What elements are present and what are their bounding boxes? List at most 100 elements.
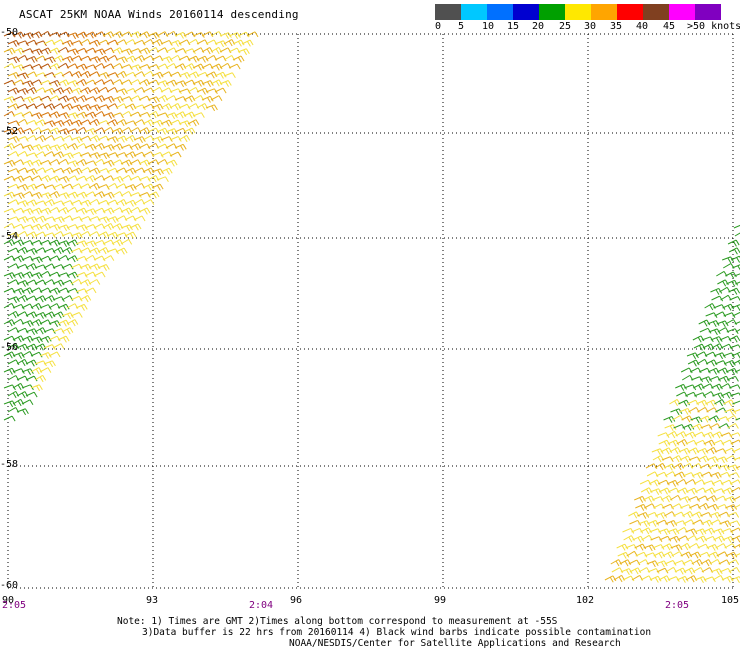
note-line-3: NOAA/NESDIS/Center for Satellite Applica… [289,638,621,649]
wind-barb [84,79,97,86]
wind-barb [673,511,685,518]
wind-barb [160,151,173,158]
wind-barb [106,231,119,239]
wind-barb [106,199,119,206]
wind-barb [12,79,25,86]
wind-barb [3,335,16,342]
wind-barb [66,143,79,151]
legend-label-15: 15 [507,21,520,32]
wind-barb [723,399,735,407]
wind-barb [102,79,115,85]
wind-barb [48,127,61,135]
wind-barb [133,151,146,158]
legend-swatch [461,4,487,20]
wind-barb [66,287,79,294]
wind-barb [39,95,52,102]
wind-barb [25,39,38,46]
wind-barb [732,264,740,271]
wind-barb [728,247,740,255]
wind-barb [241,39,254,47]
wind-barb [12,287,25,295]
wind-barb [169,103,182,111]
wind-barb [147,191,160,199]
wind-barb [129,175,142,182]
wind-barb [52,343,65,349]
wind-barb [52,167,65,174]
lon-label-99: 99 [434,595,447,606]
wind-barb [66,271,79,279]
wind-barb [656,519,668,526]
wind-barb [147,79,160,86]
wind-barb [111,96,124,103]
legend-label-40: 40 [636,21,649,32]
wind-barb [120,159,133,167]
map-title: ASCAT 25KM NOAA Winds 20160114 descendin… [19,8,299,21]
wind-barb [66,191,79,199]
wind-barb [52,151,65,159]
wind-barb [70,312,83,318]
wind-barb [715,495,727,502]
wind-barb [632,535,645,543]
wind-barb [178,55,191,62]
wind-barb [174,127,187,134]
wind-barb [722,536,735,543]
wind-barb [57,303,70,311]
wind-barb [48,335,61,342]
wind-barb [93,255,106,262]
wind-barb [205,71,218,79]
wind-barb [707,320,720,327]
wind-barb [674,567,687,575]
wind-barb [21,208,34,215]
wind-barb [124,167,137,175]
wind-barb [711,479,724,486]
wind-barb [660,447,673,455]
wind-barb [30,223,43,231]
legend-swatch [487,4,513,20]
wind-barb [61,279,74,286]
wind-barb [34,295,47,303]
wind-barb [727,559,740,565]
wind-barb [709,375,721,382]
wind-barb [160,136,173,142]
wind-barb [39,47,52,55]
wind-barb [729,296,740,302]
wind-barb [7,87,20,95]
wind-barb [48,255,61,262]
wind-barb [102,207,115,215]
wind-barb [21,287,34,295]
wind-barb [52,311,65,319]
wind-barb [178,134,191,143]
wind-barb [30,287,43,294]
wind-barb [151,38,164,47]
wind-barb [7,71,20,79]
wind-barb [695,351,708,358]
wind-barb [3,367,16,375]
wind-barb [156,127,169,135]
wind-barb [16,183,29,191]
wind-barb [646,511,659,518]
wind-barb [79,119,92,126]
wind-barb [79,294,92,303]
wind-barb [160,40,173,46]
wind-barb [711,383,723,391]
wind-barb [43,167,56,174]
legend-label-50-knots: >50 knots [687,21,740,32]
wind-barb [70,167,83,175]
wind-barb [88,167,101,175]
wind-barb [205,39,218,46]
wind-barb [57,95,70,103]
wind-barb [724,495,736,503]
wind-barb [3,319,16,327]
wind-barb [16,103,29,110]
wind-barb [183,31,196,38]
wind-barb [622,575,635,582]
wind-barb [662,551,675,559]
wind-barb [733,495,740,501]
wind-barb [637,512,650,519]
wind-barb [70,263,83,270]
wind-barb [70,183,83,189]
wind-barb [88,216,101,222]
wind-barb [34,279,47,286]
wind-barb [187,71,200,79]
wind-barb [70,71,83,79]
